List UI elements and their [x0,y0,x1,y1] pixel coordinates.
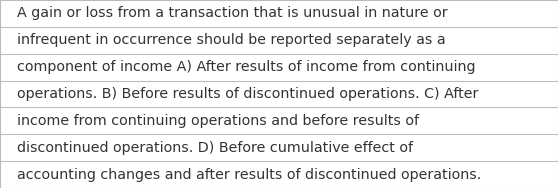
Text: income from continuing operations and before results of: income from continuing operations and be… [17,114,418,128]
Text: infrequent in occurrence should be reported separately as a: infrequent in occurrence should be repor… [17,33,445,47]
Text: operations. B) Before results of discontinued operations. C) After: operations. B) Before results of discont… [17,87,478,101]
Text: A gain or loss from a transaction that is unusual in nature or: A gain or loss from a transaction that i… [17,6,448,20]
Text: accounting changes and after results of discontinued operations.: accounting changes and after results of … [17,168,481,182]
Text: component of income A) After results of income from continuing: component of income A) After results of … [17,60,475,74]
Text: discontinued operations. D) Before cumulative effect of: discontinued operations. D) Before cumul… [17,141,413,155]
